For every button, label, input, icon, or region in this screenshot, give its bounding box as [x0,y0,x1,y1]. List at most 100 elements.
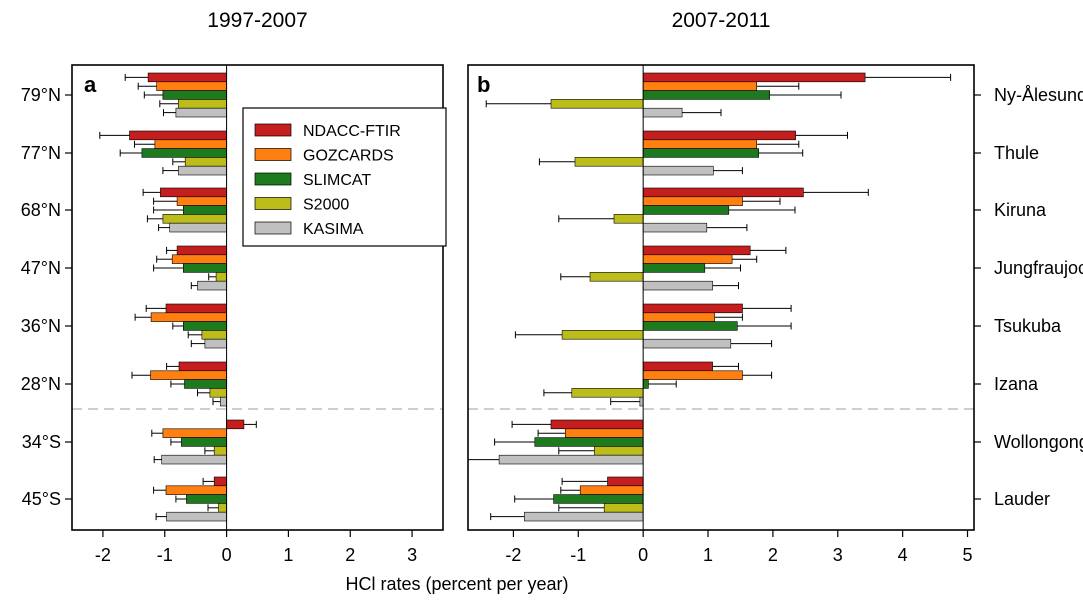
panel-letter: b [477,72,490,97]
bar [165,485,227,495]
bar [642,130,796,141]
bar [550,99,644,109]
bar [150,370,227,380]
bar [215,272,227,282]
y-tick-label: Tsukuba [994,316,1062,336]
bar [561,330,644,340]
panel-title: 2007-2011 [672,9,771,32]
bar [184,157,227,167]
y-tick-label: 45°S [22,489,61,509]
bar [642,148,760,158]
bar [613,214,644,224]
legend-label: GOZCARDS [303,148,394,165]
y-tick-label: 36°N [21,316,61,336]
bar [162,90,227,100]
bar [160,187,227,198]
x-tick-label: 3 [833,545,843,565]
bar [594,446,644,456]
bar [642,254,733,264]
bar [176,245,227,256]
y-tick-label: Izana [994,374,1039,394]
panel-a: -2 -1 0 1 2 3 79°N 77°N 68°N 47°N 36°N 28°N 34°S 45°S… [21,9,447,565]
bar [150,312,227,322]
bar [181,437,227,447]
x-tick-label: -1 [157,545,173,565]
bar [642,379,649,389]
bar [209,388,227,398]
x-axis-label: HCl rates (percent per year) [345,574,568,594]
bar [607,476,644,487]
legend-swatch [254,221,292,235]
bar [175,107,227,118]
y-tick-label: Kiruna [994,200,1047,220]
bar [178,361,227,372]
x-tick-label: 3 [407,545,417,565]
legend-swatch [254,123,292,137]
legend-swatch [254,197,292,210]
bar [642,107,683,118]
bar [642,321,738,331]
bar [218,503,227,513]
x-tick-label: 0 [638,545,648,565]
y-tick-label: 77°N [21,143,61,163]
x-tick-label: 2 [768,545,778,565]
bar [642,187,804,198]
bar [642,312,715,322]
bar [642,139,758,149]
bar [642,90,771,100]
legend-swatch [254,148,292,161]
bar [642,370,743,380]
legend-label: KASIMA [303,221,364,238]
bar [564,428,644,438]
y-tick-label: 28°N [21,374,61,394]
bar [642,338,732,349]
bar [642,222,708,233]
bar [162,428,227,438]
bar [574,157,644,167]
bar [183,321,227,331]
legend-label: S2000 [303,197,349,214]
bar [642,361,713,372]
panel-letter: a [84,72,97,97]
bar [220,396,227,407]
y-tick-label: Lauder [994,489,1050,509]
bar [141,148,227,158]
bar [186,494,227,504]
bar [213,446,227,456]
y-tick-label: Wollongong [994,432,1083,452]
bar [184,379,227,389]
bar [183,263,227,273]
x-tick-label: 1 [703,545,713,565]
bar [129,130,227,141]
bar [642,263,706,273]
bar [213,476,227,487]
bar [154,139,227,149]
legend-label: SLIMCAT [303,172,371,189]
bar [642,72,866,83]
bar [603,503,644,513]
bar [524,511,644,522]
bar [165,303,227,314]
bar [639,396,644,407]
bar [642,280,713,291]
bar [642,81,758,91]
plot-frame [467,64,975,531]
bar [553,494,644,504]
bar [156,81,227,91]
x-tick-label: 0 [222,545,232,565]
bar [176,196,227,206]
plot-frame [71,64,444,531]
bar [166,511,227,522]
legend: NDACC-FTIR GOZCARDS SLIMCAT S2000 KASIMA [242,107,447,247]
bar [589,272,644,282]
panel-title: 1997-2007 [207,9,307,32]
bar [579,485,644,495]
bar [642,245,751,256]
bar [534,437,644,447]
x-tick-label: -2 [95,545,111,565]
bar [171,254,227,264]
bar [197,280,227,291]
x-tick-label: 2 [345,545,355,565]
